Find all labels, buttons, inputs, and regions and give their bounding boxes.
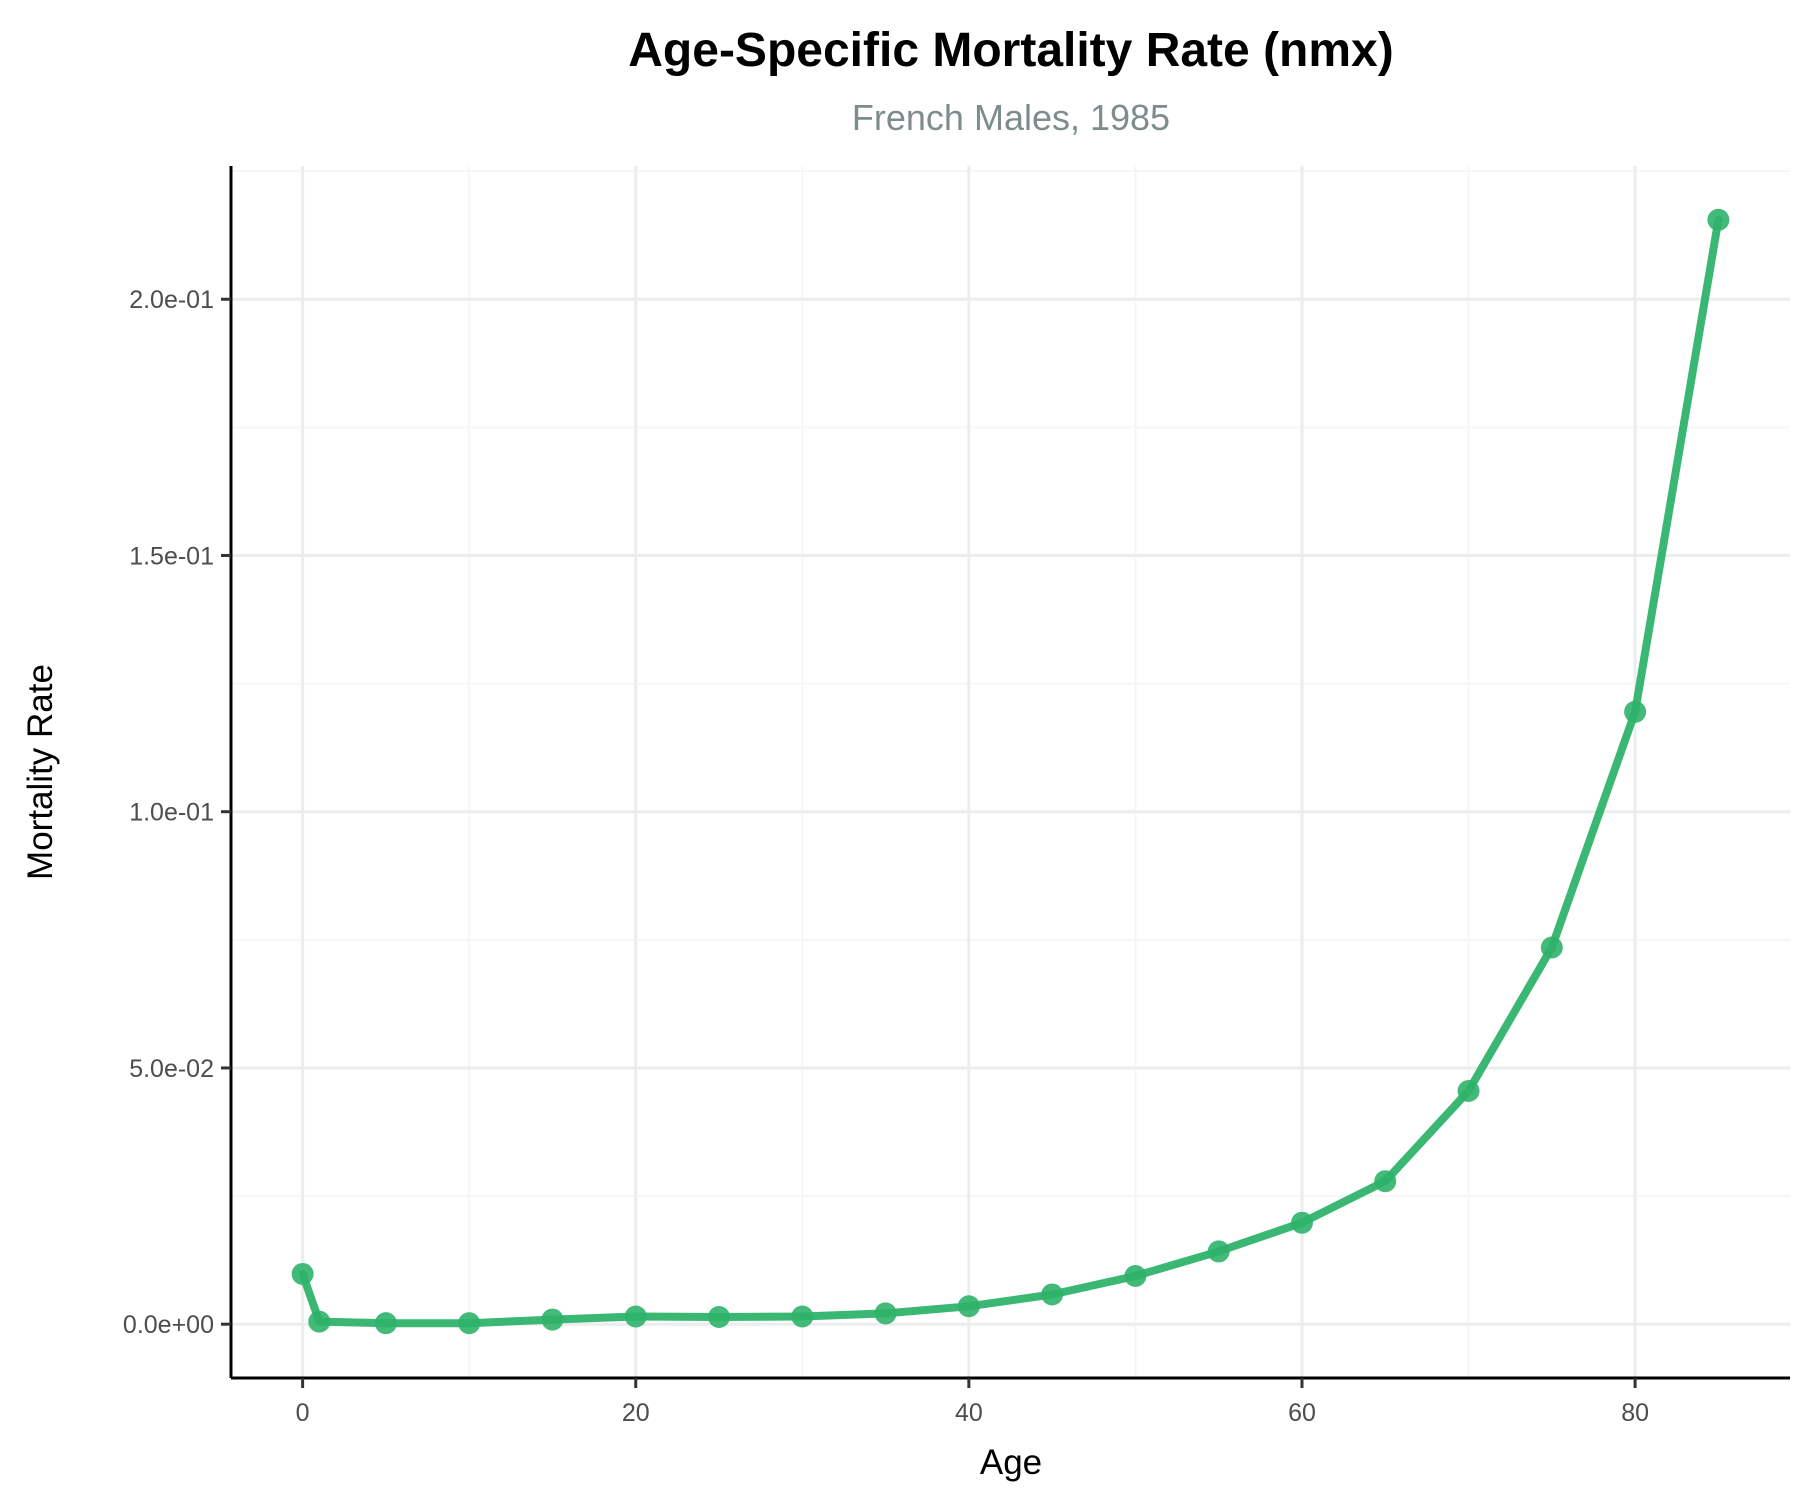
series-layer: [291, 208, 1730, 1335]
data-point: [291, 1262, 314, 1285]
data-point: [1624, 700, 1647, 723]
data-point: [1207, 1240, 1230, 1263]
y-axis-title: Mortality Rate: [21, 664, 60, 880]
x-tick-label: 20: [622, 1399, 650, 1427]
data-point: [308, 1310, 331, 1333]
y-tick-label: 2.0e-01: [129, 286, 214, 314]
x-tick-label: 40: [955, 1399, 983, 1427]
series-line: [298, 215, 1723, 1328]
x-tick-label: 0: [296, 1399, 310, 1427]
y-tick-label: 1.0e-01: [129, 799, 214, 827]
x-tick-label: 80: [1621, 1399, 1649, 1427]
data-point: [374, 1312, 397, 1335]
data-point: [1540, 936, 1563, 959]
grid: [231, 166, 1790, 1378]
chart-title: Age-Specific Mortality Rate (nmx): [628, 24, 1393, 77]
data-point: [1374, 1170, 1397, 1193]
data-point: [1124, 1265, 1147, 1288]
data-point: [1707, 208, 1730, 231]
data-point: [1290, 1211, 1313, 1234]
data-point: [1041, 1283, 1064, 1306]
data-point: [874, 1302, 897, 1325]
y-tick-label: 0.0e+00: [123, 1311, 214, 1339]
axes: 0 20 40 60 80 0.0e+00 5.0e-02 1.0e-01 1.5e-01 2.0…: [123, 166, 1790, 1427]
data-point: [791, 1305, 814, 1328]
data-point: [541, 1308, 564, 1331]
x-axis-title: Age: [980, 1443, 1042, 1482]
y-tick-label: 5.0e-02: [129, 1055, 214, 1083]
data-point: [708, 1306, 731, 1329]
data-point: [957, 1295, 980, 1318]
data-point: [1457, 1080, 1480, 1103]
y-tick-label: 1.5e-01: [129, 542, 214, 570]
data-point: [458, 1312, 481, 1335]
chart-subtitle: French Males, 1985: [852, 97, 1170, 138]
x-tick-label: 60: [1288, 1399, 1316, 1427]
data-point: [624, 1305, 647, 1328]
